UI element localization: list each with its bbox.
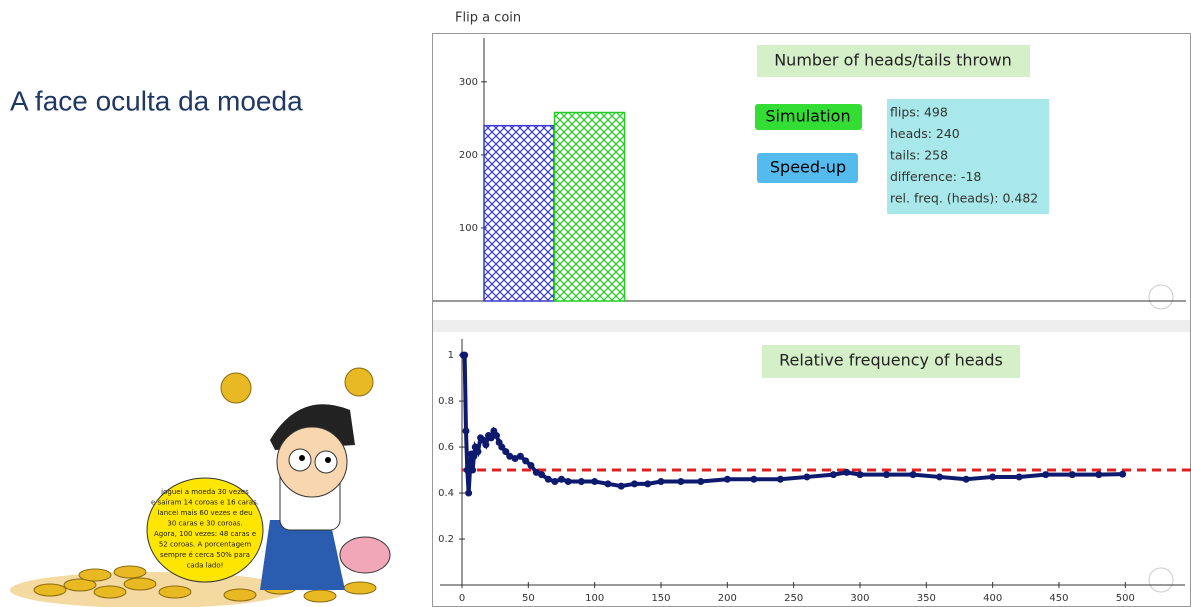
bubble-line: 52 coroas. A porcentagem — [159, 541, 251, 549]
point — [617, 482, 625, 490]
bubble-line: 30 caras e 30 coroas. — [167, 520, 242, 528]
info-line: rel. freq. (heads): 0.482 — [890, 191, 1038, 206]
bar — [483, 124, 555, 302]
point — [1042, 471, 1050, 479]
point — [750, 475, 758, 483]
info-line: difference: -18 — [890, 169, 981, 184]
point — [644, 480, 652, 488]
y-tick-label: 0.6 — [438, 442, 454, 453]
info-box — [887, 99, 1049, 214]
applet-label: Flip a coin — [455, 11, 521, 26]
x-tick-label: 200 — [718, 593, 737, 604]
point — [1068, 471, 1076, 479]
point — [502, 448, 510, 456]
point — [856, 471, 864, 479]
point — [557, 475, 565, 483]
x-tick-label: 350 — [917, 593, 936, 604]
point — [657, 478, 665, 486]
point — [511, 455, 519, 463]
point — [482, 441, 490, 449]
point — [1015, 473, 1023, 481]
point — [604, 480, 612, 488]
x-tick-label: 0 — [459, 593, 465, 604]
point — [803, 473, 811, 481]
point — [591, 478, 599, 486]
cartoon — [10, 367, 391, 607]
divider — [433, 320, 1190, 332]
point — [532, 468, 540, 476]
y-tick-label: 0.2 — [438, 534, 454, 545]
point — [522, 457, 530, 465]
point — [470, 452, 478, 460]
x-tick-label: 300 — [850, 593, 869, 604]
point — [462, 427, 470, 435]
point — [843, 468, 851, 476]
point — [909, 471, 917, 479]
point — [697, 478, 705, 486]
point — [936, 473, 944, 481]
point — [465, 489, 473, 497]
point — [461, 351, 469, 359]
button-label[interactable]: Speed-up — [770, 158, 846, 177]
point — [527, 461, 535, 469]
point — [538, 471, 546, 479]
bar — [553, 111, 626, 302]
x-tick-label: 150 — [651, 593, 670, 604]
x-tick-label: 250 — [784, 593, 803, 604]
simulation-button[interactable] — [755, 104, 862, 130]
bubble-line: sempre é cerca 50% para — [160, 551, 250, 559]
point — [776, 475, 784, 483]
y-tick-label: 100 — [459, 223, 478, 234]
point — [1095, 471, 1103, 479]
point — [564, 478, 572, 486]
point — [544, 475, 552, 483]
point — [551, 478, 559, 486]
y-tick-label: 200 — [459, 150, 478, 161]
info-text: flips: 498 heads: 240 tails: 258 difference… — [890, 105, 1038, 206]
info-line: heads: 240 — [890, 126, 960, 141]
info-line: tails: 258 — [890, 148, 948, 163]
point — [989, 473, 997, 481]
bubble-line: e saíram 14 coroas e 16 caras. — [151, 499, 259, 507]
point — [498, 443, 506, 451]
button-label[interactable]: Simulation — [765, 107, 850, 126]
point — [829, 471, 837, 479]
point — [630, 480, 638, 488]
point — [474, 448, 482, 456]
x-tick-label: 450 — [1049, 593, 1068, 604]
chart-title: Relative frequency of heads — [779, 351, 1003, 370]
speech-bubble: joguei a moeda 30 vezes e saíram 14 coroa… — [151, 488, 259, 570]
point — [492, 432, 500, 440]
speed-up-button[interactable] — [757, 153, 858, 183]
point — [516, 452, 524, 460]
slide-title: A face oculta da moeda — [10, 85, 303, 116]
point — [487, 434, 495, 442]
y-tick-label: 0.8 — [438, 396, 454, 407]
y-tick-label: 300 — [459, 77, 478, 88]
point — [1119, 470, 1127, 478]
title-box — [762, 345, 1020, 378]
y-tick-label: 0.4 — [438, 488, 454, 499]
x-tick-label: 500 — [1116, 593, 1135, 604]
point — [506, 452, 514, 460]
point — [577, 478, 585, 486]
bubble-line: lancei mais 60 vezes e deu — [157, 509, 252, 517]
bubble-line: Agora, 100 vezes: 48 caras e — [154, 530, 256, 538]
bubble-line: cada lado! — [187, 562, 224, 570]
x-tick-label: 100 — [585, 593, 604, 604]
title-box — [757, 45, 1030, 77]
y-tick-label: 1 — [448, 350, 454, 361]
point — [677, 478, 685, 486]
fullscreen-icons — [1148, 284, 1174, 593]
x-tick-label: 50 — [522, 593, 535, 604]
point — [469, 466, 477, 474]
chart-title: Number of heads/tails thrown — [774, 51, 1012, 70]
x-tick-label: 400 — [983, 593, 1002, 604]
point — [723, 475, 731, 483]
info-line: flips: 498 — [890, 105, 948, 120]
point — [962, 475, 970, 483]
bubble-line: joguei a moeda 30 vezes — [160, 488, 249, 496]
point — [883, 471, 891, 479]
